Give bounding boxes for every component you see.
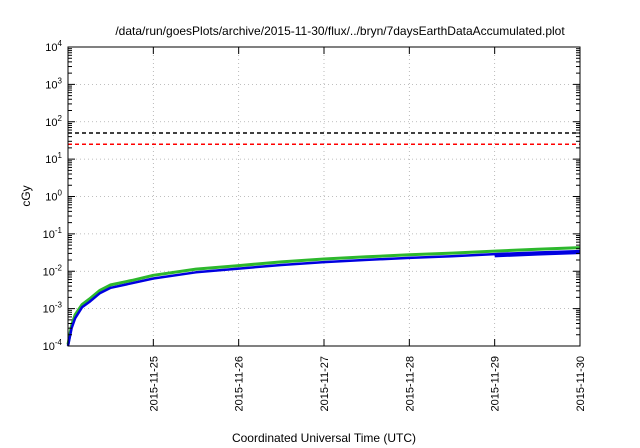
x-axis: 2015-11-25 2015-11-26 2015-11-27 2015-11-28… bbox=[148, 47, 587, 411]
y-tick-label: 102 bbox=[45, 114, 62, 129]
x-tick-label: 2015-11-29 bbox=[490, 356, 502, 411]
y-axis-label: cGy bbox=[19, 185, 33, 206]
x-tick-label: 2015-11-30 bbox=[575, 356, 587, 411]
y-tick-label: 101 bbox=[45, 151, 62, 166]
series-line bbox=[66, 249, 581, 347]
y-tick-label: 103 bbox=[45, 76, 62, 91]
x-tick-label: 2015-11-25 bbox=[148, 356, 160, 411]
y-tick-label: 100 bbox=[45, 189, 62, 204]
x-tick-label: 2015-11-26 bbox=[234, 356, 246, 411]
x-tick-label: 2015-11-28 bbox=[404, 356, 416, 411]
y-tick-label: 104 bbox=[45, 39, 62, 54]
grid bbox=[68, 47, 580, 346]
y-tick-label: 10-4 bbox=[43, 338, 63, 353]
y-tick-label: 10-2 bbox=[43, 263, 63, 278]
x-tick-label: 2015-11-27 bbox=[319, 356, 331, 411]
series-line bbox=[494, 251, 581, 258]
series-line bbox=[66, 246, 581, 345]
y-axis: 10-4 10-3 10-2 10-1 100 101 102 103 104 bbox=[43, 39, 580, 353]
x-axis-label: Coordinated Universal Time (UTC) bbox=[232, 431, 416, 445]
y-tick-label: 10-1 bbox=[43, 226, 63, 241]
chart-title: /data/run/goesPlots/archive/2015-11-30/f… bbox=[115, 24, 565, 38]
y-tick-label: 10-3 bbox=[43, 301, 63, 316]
plot-area bbox=[66, 132, 581, 347]
